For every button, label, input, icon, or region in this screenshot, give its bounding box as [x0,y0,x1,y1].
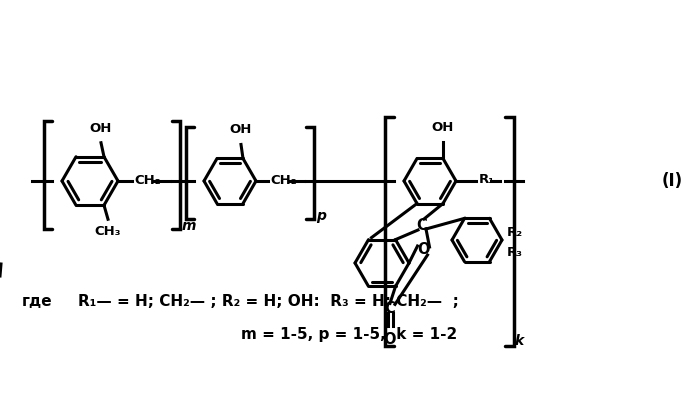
Text: O: O [417,242,430,256]
Text: OH: OH [432,121,454,134]
Text: R₃: R₃ [507,245,523,258]
Text: m = 1-5, p = 1-5,  k = 1-2: m = 1-5, p = 1-5, k = 1-2 [241,327,457,342]
Text: OH: OH [90,122,112,135]
Text: CH₂: CH₂ [270,173,297,186]
Text: CH₃: CH₃ [95,225,121,238]
Text: (I): (I) [662,172,683,190]
Text: m: m [182,219,197,233]
Text: O: O [384,333,396,348]
Text: C: C [417,217,427,232]
Text: R₂: R₂ [507,225,523,238]
Text: p: p [316,209,326,223]
Text: где: где [22,294,52,309]
Text: C: C [385,301,395,316]
Text: OH: OH [230,123,252,136]
Text: R₁— = H; CH₂— ; R₂ = H; OH:  R₃ = H; CH₂—  ;: R₁— = H; CH₂— ; R₂ = H; OH: R₃ = H; CH₂—… [78,294,459,309]
Text: CH₂: CH₂ [134,173,161,186]
Text: k: k [515,335,524,348]
Text: R₁: R₁ [479,173,495,186]
